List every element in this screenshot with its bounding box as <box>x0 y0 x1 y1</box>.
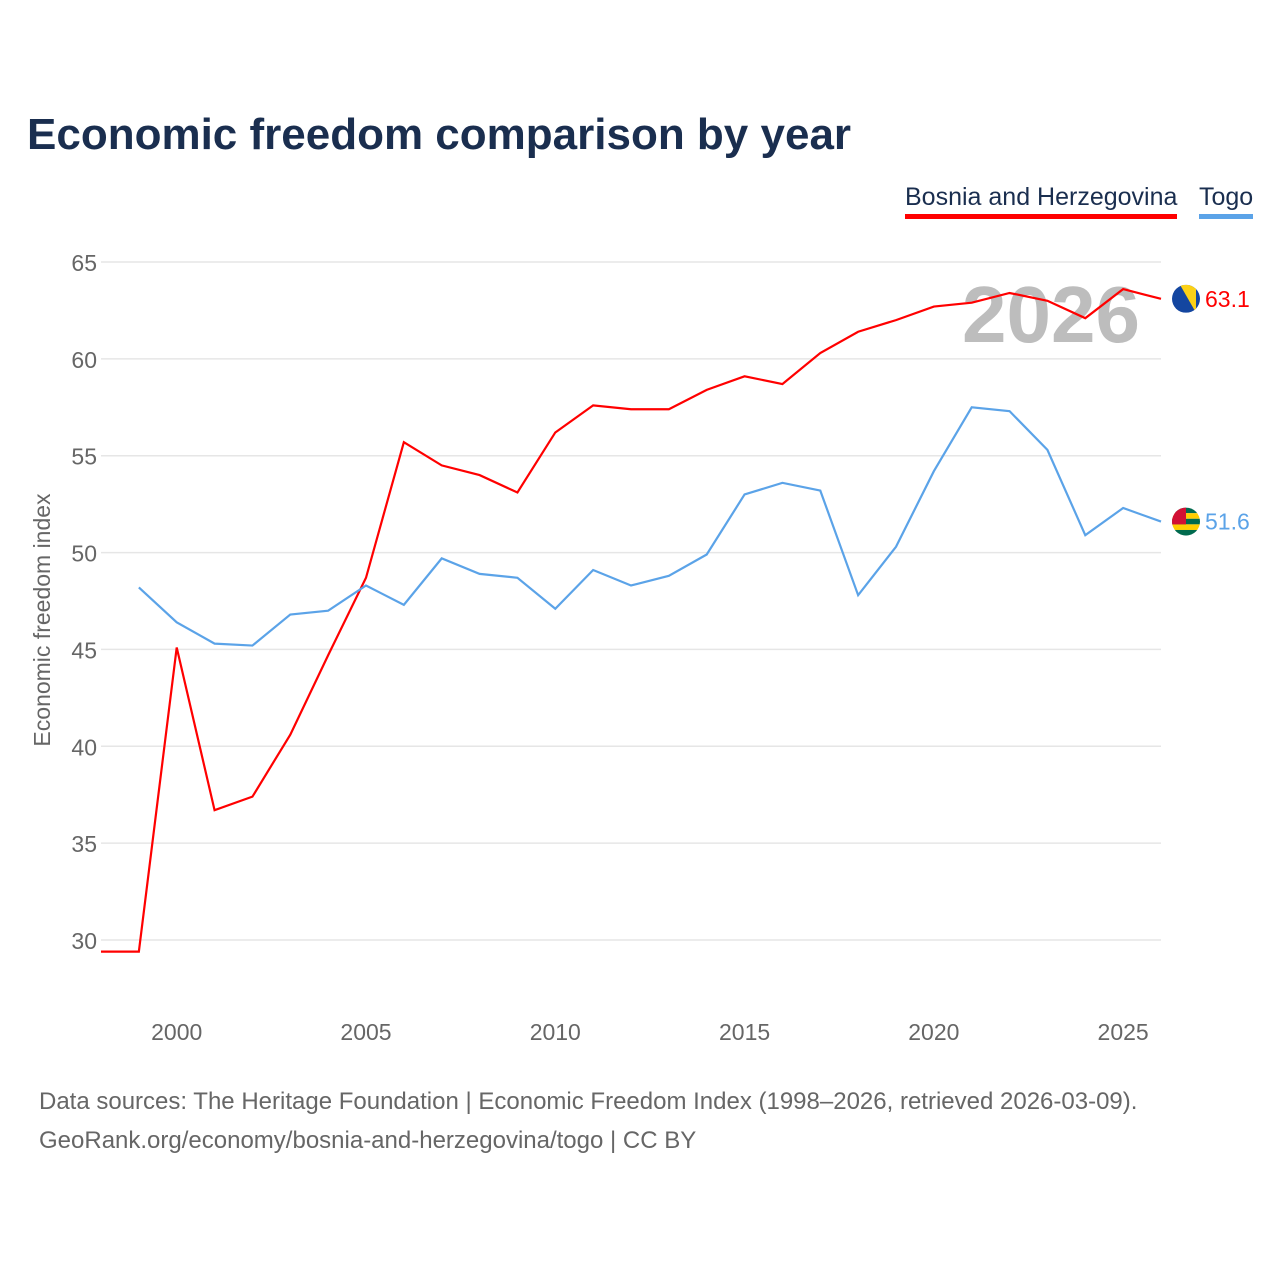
x-tick-label: 2015 <box>719 1019 770 1045</box>
end-value-label: 63.1 <box>1205 286 1250 312</box>
x-tick-label: 2010 <box>530 1019 581 1045</box>
end-value-label: 51.6 <box>1205 509 1250 535</box>
year-watermark: 2026 <box>962 270 1140 359</box>
footer-link[interactable]: GeoRank.org/economy/bosnia-and-herzegovi… <box>39 1127 697 1154</box>
y-tick-label: 65 <box>71 250 97 276</box>
y-tick-label: 45 <box>71 637 97 663</box>
y-tick-label: 40 <box>71 734 97 760</box>
togo-flag-icon <box>1172 507 1200 536</box>
footer-sources: Data sources: The Heritage Foundation | … <box>39 1088 1138 1115</box>
y-axis-label: Economic freedom index <box>29 493 55 747</box>
series-line-togo <box>138 406 1162 647</box>
y-tick-label: 30 <box>71 928 97 954</box>
y-tick-label: 60 <box>71 347 97 373</box>
x-tick-label: 2000 <box>151 1019 202 1045</box>
y-tick-label: 35 <box>71 831 97 857</box>
bosnia-flag-icon <box>1172 284 1200 313</box>
legend-togo[interactable]: Togo <box>1199 183 1254 219</box>
x-tick-label: 2025 <box>1098 1019 1149 1045</box>
y-tick-label: 55 <box>71 444 97 470</box>
series-line-bosnia <box>101 287 1162 953</box>
chart-title: Economic freedom comparison by year <box>27 110 852 159</box>
x-tick-label: 2005 <box>340 1019 391 1045</box>
legend-bosnia[interactable]: Bosnia and Herzegovina <box>905 183 1178 219</box>
y-tick-label: 50 <box>71 541 97 567</box>
x-tick-label: 2020 <box>908 1019 959 1045</box>
